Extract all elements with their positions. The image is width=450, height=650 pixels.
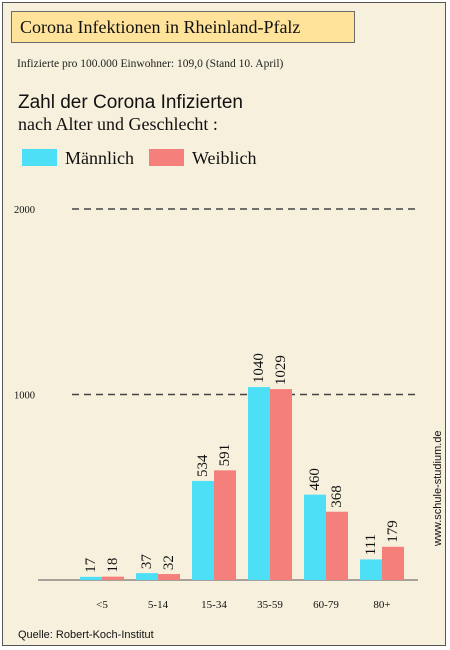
chart-heading-sub: nach Alter und Geschlecht : [18,114,218,134]
data-label-maennlich-2: 534 [195,454,211,477]
legend-swatch-weiblich [149,149,184,166]
x-tick-label-3: 35-59 [257,599,283,611]
data-label-weiblich-5: 179 [385,520,401,543]
y-tick-label-1000: 1000 [14,391,35,402]
bar-weiblich-4 [326,511,348,580]
legend-label-weiblich: Weiblich [192,148,257,168]
data-label-maennlich-1: 37 [139,554,155,570]
x-tick-label-0: <5 [96,599,108,611]
bar-maennlich-3 [248,387,270,580]
bar-weiblich-1 [158,574,180,580]
bar-weiblich-3 [270,389,292,580]
bar-weiblich-2 [214,470,236,580]
bar-weiblich-5 [382,546,404,580]
data-label-maennlich-4: 460 [307,468,323,491]
data-label-maennlich-5: 111 [363,534,379,555]
chart-subtitle: Infizierte pro 100.000 Einwohner: 109,0 … [17,58,284,70]
chart-heading: Zahl der Corona Infizierten [18,92,243,113]
bar-weiblich-0 [102,576,124,580]
bar-maennlich-1 [136,573,158,580]
data-label-weiblich-3: 1029 [273,355,289,385]
bar-maennlich-2 [192,480,214,580]
chart-title: Corona Infektionen in Rheinland-Pfalz [11,11,355,43]
bar-maennlich-4 [304,494,326,580]
bar-maennlich-5 [360,559,382,580]
x-tick-label-5: 80+ [373,599,390,611]
legend-swatch-maennlich [22,149,57,166]
data-label-weiblich-2: 591 [217,444,233,467]
data-label-weiblich-1: 32 [161,555,177,570]
bar-maennlich-0 [80,576,102,580]
x-tick-label-4: 60-79 [313,599,339,611]
x-tick-label-1: 5-14 [148,599,169,611]
data-label-weiblich-0: 18 [105,558,121,573]
y-tick-label-2000: 2000 [14,205,35,216]
x-tick-label-2: 15-34 [201,599,227,611]
watermark: www.schule-studium.de [432,430,444,546]
data-label-maennlich-0: 17 [83,557,99,573]
legend-label-maennlich: Männlich [65,148,134,168]
data-label-weiblich-4: 368 [329,485,345,508]
source-note: Quelle: Robert-Koch-Institut [18,629,154,641]
data-label-maennlich-3: 1040 [251,353,267,383]
